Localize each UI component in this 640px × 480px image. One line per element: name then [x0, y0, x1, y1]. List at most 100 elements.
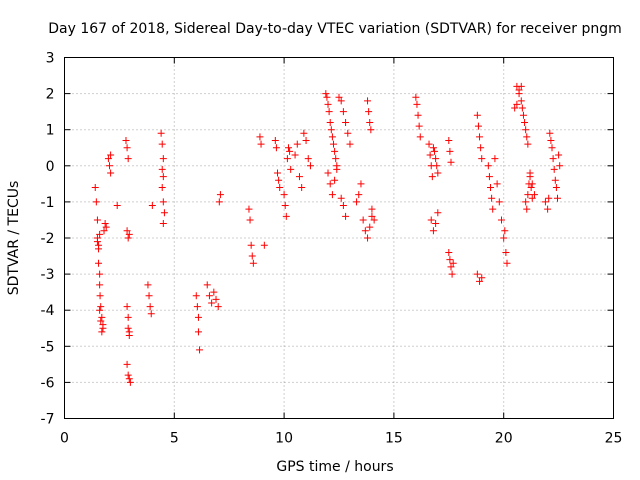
- data-point: [93, 238, 101, 246]
- data-point: [298, 183, 306, 191]
- data-point: [476, 133, 484, 141]
- data-point: [158, 165, 166, 173]
- data-point: [158, 140, 166, 148]
- data-point: [429, 144, 437, 152]
- data-point: [364, 234, 372, 242]
- data-point: [528, 194, 536, 202]
- x-tick-label: 0: [60, 431, 69, 447]
- data-point: [125, 328, 133, 336]
- data-point: [214, 303, 222, 311]
- data-point: [107, 169, 115, 177]
- data-point: [546, 129, 554, 137]
- data-point: [123, 144, 131, 152]
- data-point: [325, 108, 333, 116]
- data-point: [326, 180, 334, 188]
- data-point: [124, 313, 132, 321]
- data-point: [327, 126, 335, 134]
- data-point: [256, 133, 264, 141]
- data-point: [93, 216, 101, 224]
- data-point: [331, 147, 339, 155]
- data-point: [498, 216, 506, 224]
- data-point: [503, 259, 511, 267]
- x-tick-label: 10: [275, 431, 293, 447]
- data-point: [330, 140, 338, 148]
- data-point: [447, 158, 455, 166]
- data-point: [196, 346, 204, 354]
- data-point: [337, 194, 345, 202]
- data-point: [333, 165, 341, 173]
- data-point: [106, 162, 114, 170]
- data-point: [100, 227, 108, 235]
- data-point: [541, 198, 549, 206]
- data-point: [501, 227, 509, 235]
- data-point: [518, 104, 526, 112]
- data-point: [104, 155, 112, 163]
- data-point: [342, 118, 350, 126]
- data-point: [521, 118, 529, 126]
- data-point: [445, 137, 453, 145]
- data-point: [328, 191, 336, 199]
- data-point: [488, 194, 496, 202]
- data-point: [302, 137, 310, 145]
- data-point: [477, 144, 485, 152]
- data-point: [432, 155, 440, 163]
- data-point: [148, 202, 156, 210]
- data-point: [427, 216, 435, 224]
- data-point: [96, 230, 104, 238]
- data-point: [446, 147, 454, 155]
- data-point: [342, 212, 350, 220]
- data-point: [485, 173, 493, 181]
- data-point: [431, 147, 439, 155]
- data-point: [355, 191, 363, 199]
- data-point: [102, 223, 110, 231]
- data-point: [95, 259, 103, 267]
- data-point: [337, 97, 345, 105]
- data-point: [434, 169, 442, 177]
- data-point: [96, 270, 104, 278]
- data-point: [551, 176, 559, 184]
- data-point: [97, 317, 105, 325]
- data-point: [414, 111, 422, 119]
- data-point: [295, 173, 303, 181]
- y-tick-label: -4: [41, 303, 55, 319]
- data-point: [365, 108, 373, 116]
- data-point: [476, 277, 484, 285]
- data-point: [323, 93, 331, 101]
- data-point: [555, 151, 563, 159]
- data-point: [283, 155, 291, 163]
- data-point: [291, 151, 299, 159]
- data-point: [556, 162, 564, 170]
- data-point: [495, 198, 503, 206]
- data-point: [331, 176, 339, 184]
- data-point: [194, 328, 202, 336]
- data-point: [192, 292, 200, 300]
- data-point: [326, 118, 334, 126]
- y-tick-label: 0: [46, 159, 55, 175]
- data-point: [344, 129, 352, 137]
- data-point: [525, 180, 533, 188]
- data-point: [146, 303, 154, 311]
- data-point: [205, 292, 213, 300]
- data-point: [368, 205, 376, 213]
- data-point: [247, 241, 255, 249]
- data-point: [92, 198, 100, 206]
- data-point: [412, 93, 420, 101]
- data-point: [547, 137, 555, 145]
- data-point: [493, 180, 501, 188]
- data-point: [447, 263, 455, 271]
- data-point: [324, 100, 332, 108]
- y-tick-label: -5: [41, 339, 55, 355]
- data-point: [478, 155, 486, 163]
- data-point: [271, 137, 279, 145]
- data-point: [552, 183, 560, 191]
- x-tick-label: 25: [605, 431, 623, 447]
- data-point: [339, 202, 347, 210]
- data-point: [522, 198, 530, 206]
- data-point: [515, 86, 523, 94]
- data-point: [366, 118, 374, 126]
- data-point: [489, 205, 497, 213]
- data-point: [125, 375, 133, 383]
- data-point: [550, 165, 558, 173]
- data-point: [448, 270, 456, 278]
